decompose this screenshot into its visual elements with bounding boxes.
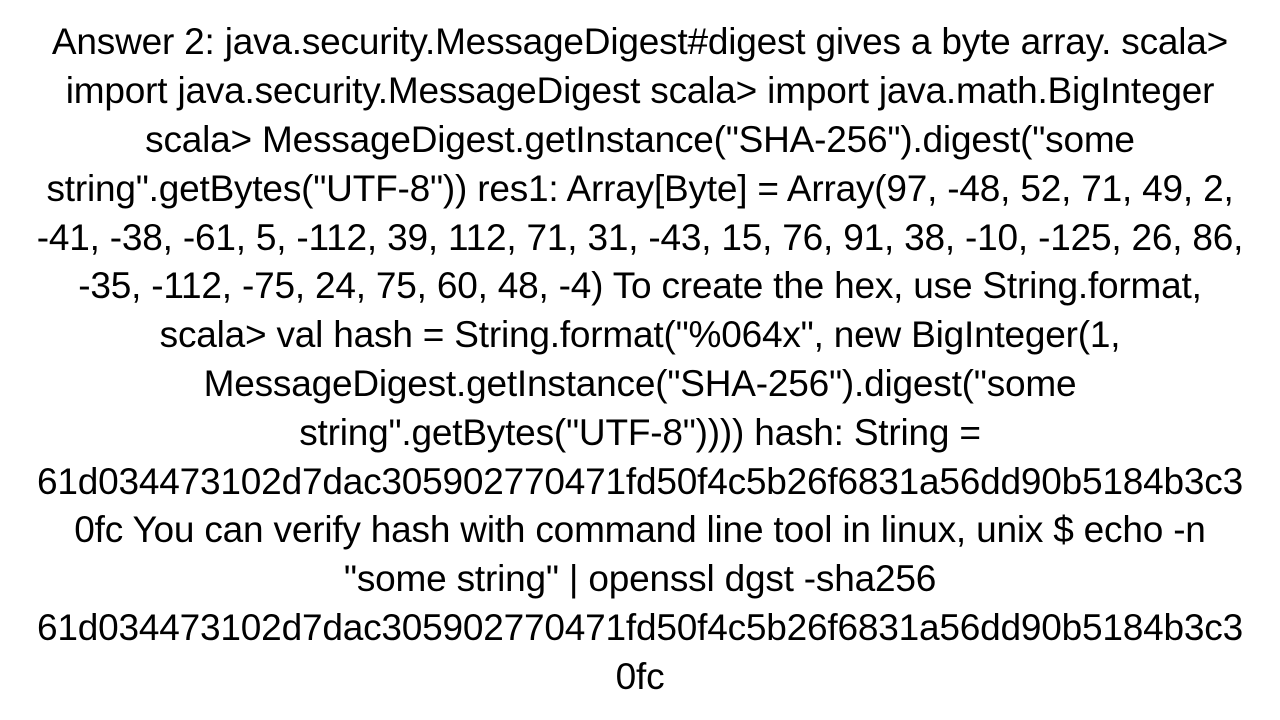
answer-text-block: Answer 2: java.security.MessageDigest#di… bbox=[30, 18, 1250, 702]
